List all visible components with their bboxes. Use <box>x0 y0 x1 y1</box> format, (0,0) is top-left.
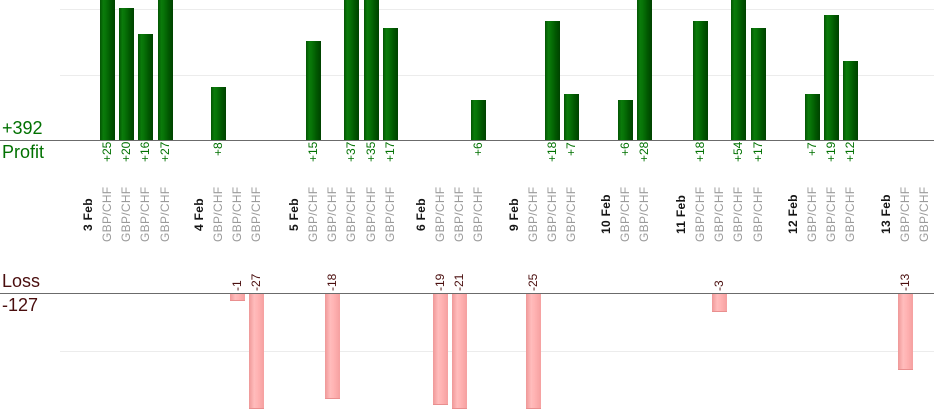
profit-bar <box>211 87 226 140</box>
profit-bar-label: +19 <box>824 142 838 163</box>
profit-bar <box>344 0 359 140</box>
date-label: 5 Feb <box>287 198 301 231</box>
loss-bar-label: -25 <box>526 273 540 291</box>
loss-bar <box>452 294 467 409</box>
loss-axis-line <box>0 293 934 294</box>
date-label: 13 Feb <box>879 194 893 235</box>
profit-bar <box>843 61 858 140</box>
loss-bar-label: -3 <box>712 280 726 291</box>
profit-bar <box>364 0 379 140</box>
loss-bar <box>526 294 541 409</box>
profit-bar <box>383 28 398 140</box>
profit-bar-label: +15 <box>306 142 320 163</box>
profit-bar <box>158 0 173 140</box>
profit-bar <box>306 41 321 140</box>
profit-bar-label: +18 <box>693 142 707 163</box>
profit-bar-label: +12 <box>843 142 857 163</box>
loss-bar <box>249 294 264 409</box>
symbol-label: GBP/CHF <box>917 186 931 243</box>
profit-bar <box>693 21 708 140</box>
profit-bar-label: +7 <box>805 142 819 156</box>
loss-bar-label: -13 <box>898 273 912 291</box>
profit-bar-label: +27 <box>158 142 172 163</box>
profit-bar <box>824 15 839 140</box>
profit-bar-label: +16 <box>138 142 152 163</box>
profit-bar-label: +20 <box>119 142 133 163</box>
loss-bar-label: -1 <box>230 280 244 291</box>
loss-bar <box>325 294 340 399</box>
loss-bar-label: -21 <box>452 273 466 291</box>
profit-axis-label: Profit <box>2 142 45 162</box>
profit-axis-line <box>0 140 934 141</box>
date-label: 6 Feb <box>414 198 428 231</box>
date-label: 12 Feb <box>786 194 800 235</box>
profit-bar-label: +54 <box>731 142 745 163</box>
profit-bar <box>138 34 153 140</box>
loss-bar-label: -18 <box>325 273 339 291</box>
date-label: 10 Feb <box>599 194 613 235</box>
profit-bar <box>751 28 766 140</box>
profit-bar-label: +7 <box>564 142 578 156</box>
profit-bar <box>805 94 820 140</box>
loss-bar-label: -19 <box>433 273 447 291</box>
profit-bar-label: +17 <box>751 142 765 163</box>
profit-bar-label: +18 <box>545 142 559 163</box>
profit-bar <box>471 100 486 140</box>
loss-gridline-10 <box>60 351 934 352</box>
profit-bar-label: +8 <box>211 142 225 156</box>
loss-bar-label: -27 <box>249 273 263 291</box>
date-label: 9 Feb <box>507 198 521 231</box>
profit-bar <box>637 0 652 140</box>
profit-total: +392 <box>2 118 43 138</box>
loss-total: -127 <box>2 295 39 315</box>
loss-axis-label: Loss <box>2 271 41 291</box>
profit-bar-label: +6 <box>471 142 485 156</box>
profit-gridline-10 <box>60 75 934 76</box>
profit-gridline-20 <box>60 9 934 10</box>
profit-bar <box>731 0 746 140</box>
profit-bar-label: +25 <box>100 142 114 163</box>
loss-bar <box>230 294 245 301</box>
profit-bar <box>100 0 115 140</box>
profit-bar-label: +6 <box>618 142 632 156</box>
loss-bar <box>712 294 727 312</box>
profit-bar-label: +28 <box>637 142 651 163</box>
profit-bar <box>618 100 633 140</box>
profit-bar <box>119 8 134 140</box>
loss-bar <box>898 294 913 370</box>
date-label: 11 Feb <box>674 194 688 235</box>
profit-bar <box>545 21 560 140</box>
profit-bar-label: +35 <box>364 142 378 163</box>
loss-bar <box>433 294 448 405</box>
date-label: 3 Feb <box>81 198 95 231</box>
date-label: 4 Feb <box>192 198 206 231</box>
profit-bar-label: +17 <box>383 142 397 163</box>
profit-bar <box>564 94 579 140</box>
profit-bar-label: +37 <box>344 142 358 163</box>
